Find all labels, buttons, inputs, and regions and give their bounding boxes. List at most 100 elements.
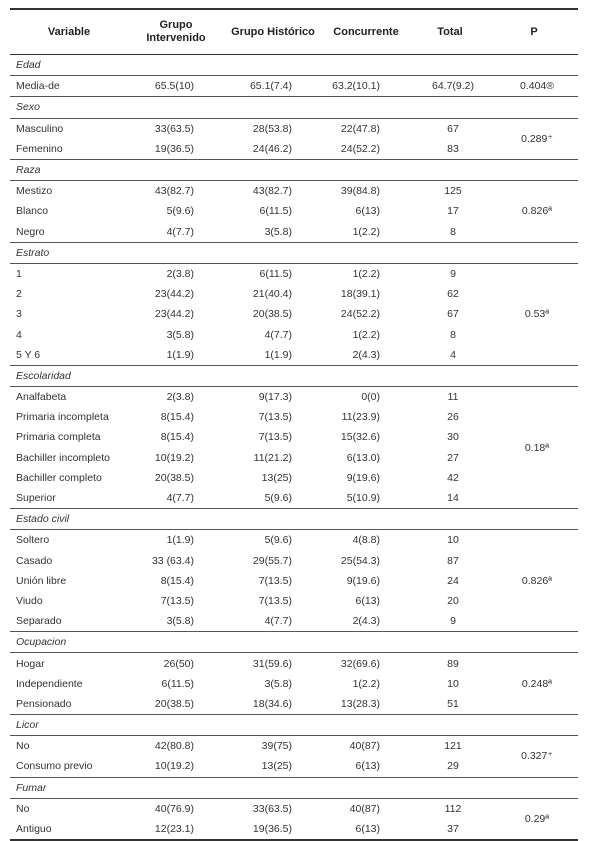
row-label: Masculino (16, 122, 64, 135)
section-row: Ocupacion (10, 631, 578, 654)
cell: 18(34.6) (252, 697, 292, 710)
cell: 3(5.8) (166, 615, 194, 628)
cell: 18(39.1) (340, 288, 380, 301)
p-value: 0.404® (519, 80, 554, 93)
cell: 1(2.2) (352, 267, 380, 280)
row-label: 2 (16, 288, 22, 301)
data-row: Primaria completa 8(15.4) 7(13.5) 15(32.6) 3… (10, 427, 578, 447)
section-row: Estrato (10, 241, 578, 264)
row-label: Independiente (16, 677, 83, 690)
cell: 8 (450, 225, 456, 238)
row-label: 5 Y 6 (16, 348, 41, 361)
row-label: Consumo previo (16, 760, 93, 773)
cell: 23(44.2) (154, 308, 194, 321)
row-label: Casado (16, 554, 53, 567)
section-row: Escolaridad (10, 364, 578, 388)
data-row: Independiente 6(11.5) 3(5.8) 1(2.2) 10 (10, 674, 578, 694)
cell: 17 (447, 205, 459, 218)
section-title: Raza (10, 158, 578, 182)
data-row: Unión libre 8(15.4) 7(13.5) 9(19.6) 24 (10, 571, 578, 591)
row-label: Mestizo (16, 185, 53, 198)
column-header: Variable (10, 8, 128, 55)
data-row: Bachiller incompleto 10(19.2) 11(21.2) 6(13… (10, 448, 578, 468)
data-table: Variable Grupo Intervenido Grupo Histórico… (10, 8, 578, 841)
cell: 32(69.6) (340, 657, 380, 670)
cell: 20(38.5) (154, 697, 194, 710)
data-row: Analfabeta 2(3.8) 9(17.3) 0(0) 11 0.18ª (10, 387, 578, 453)
p-value: 0.327⁺ (521, 750, 553, 763)
row-label: 4 (16, 328, 22, 341)
cell: 6(11.5) (259, 205, 293, 218)
section-row: Licor (10, 713, 578, 737)
row-label: Negro (16, 225, 45, 238)
cell: 31(59.6) (252, 657, 292, 670)
cell: 6(11.5) (259, 267, 293, 280)
cell: 23(44.2) (154, 288, 194, 301)
data-row: Separado 3(5.8) 4(7.7) 2(4.3) 9 (10, 611, 578, 632)
row-label: Separado (16, 615, 62, 628)
cell: 27 (447, 451, 459, 464)
cell: 7(13.5) (258, 411, 292, 424)
cell: 40(76.9) (154, 802, 194, 815)
cell: 112 (444, 802, 462, 815)
cell: 51 (447, 697, 459, 710)
row-label: Primaria completa (16, 431, 101, 444)
cell: 64.7(9.2) (431, 80, 475, 93)
cell: 0(0) (361, 391, 380, 404)
row-label: Superior (16, 492, 56, 505)
cell: 9(17.3) (258, 391, 292, 404)
data-row: Primaria incompleta 8(15.4) 7(13.5) 11(23.9… (10, 407, 578, 427)
cell: 33(63.5) (252, 802, 292, 815)
cell: 10 (447, 677, 459, 690)
header-row: Variable Grupo Intervenido Grupo Histórico… (10, 8, 578, 55)
cell: 39(75) (261, 740, 292, 753)
column-header: Concurrente (322, 8, 410, 55)
cell: 33(63.5) (154, 122, 194, 135)
data-row: 4 3(5.8) 4(7.7) 1(2.2) 8 (10, 324, 578, 344)
cell: 4 (450, 348, 456, 361)
cell: 4(8.8) (352, 534, 380, 547)
p-value: 0.248ª (521, 677, 553, 690)
cell: 9 (450, 267, 456, 280)
cell: 42(80.8) (154, 740, 194, 753)
cell: 8(15.4) (160, 411, 194, 424)
row-label: Antiguo (10, 818, 128, 841)
cell: 121 (444, 740, 462, 753)
data-row: Negro 4(7.7) 3(5.8) 1(2.2) 8 (10, 222, 578, 243)
column-header: P (490, 8, 578, 55)
cell: 24(52.2) (340, 308, 380, 321)
data-row: Soltero 1(1.9) 5(9.6) 4(8.8) 10 0.826ª (10, 530, 578, 586)
data-row: No 40(76.9) 33(63.5) 40(87) 112 0.29ª (10, 798, 578, 841)
section-row: Edad (10, 53, 578, 77)
cell: 5(9.6) (166, 205, 194, 218)
cell: 8(15.4) (160, 574, 194, 587)
row-label: Soltero (16, 534, 50, 547)
cell: 43(82.7) (154, 185, 194, 198)
cell: 22(47.8) (340, 122, 380, 135)
cell: 11(23.9) (341, 411, 380, 424)
cell: 29(55.7) (252, 554, 292, 567)
cell: 5(9.6) (264, 492, 292, 505)
p-value: 0.826ª (521, 574, 553, 587)
data-row: Blanco 5(9.6) 6(11.5) 6(13) 17 (10, 201, 578, 221)
data-row: Casado 33 (63.4) 29(55.7) 25(54.3) 87 (10, 551, 578, 571)
row-label: No (16, 802, 30, 815)
cell: 1(1.9) (166, 348, 194, 361)
cell: 4(7.7) (264, 615, 292, 628)
cell: 2(4.3) (352, 615, 380, 628)
cell: 3(5.8) (264, 677, 292, 690)
section-row: Fumar (10, 776, 578, 799)
cell: 13(28.3) (340, 697, 380, 710)
cell: 9(19.6) (346, 574, 380, 587)
cell: 89 (447, 657, 459, 670)
p-value: 0.18ª (524, 441, 550, 454)
cell: 9 (450, 615, 456, 628)
p-value: 0.289⁺ (521, 132, 553, 145)
section-title: Escolaridad (10, 364, 578, 388)
row-label: Hogar (16, 657, 45, 670)
data-row: Masculino 33(63.5) 28(53.8) 22(47.8) 67 0.289… (10, 118, 578, 145)
cell: 125 (444, 185, 462, 198)
section-title: Licor (10, 713, 578, 737)
cell: 6(13) (355, 594, 380, 607)
